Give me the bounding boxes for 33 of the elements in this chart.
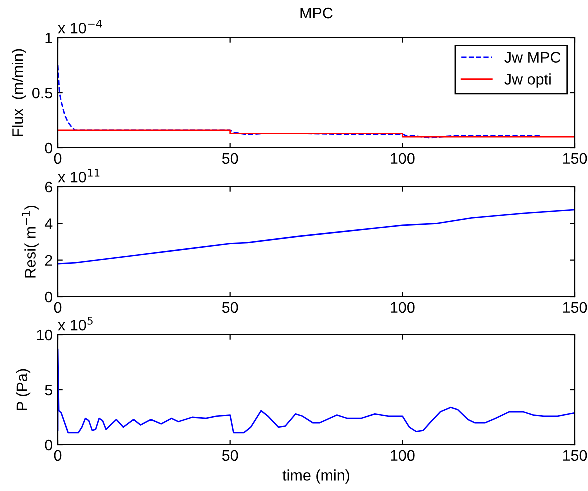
y-tick-label: 0	[45, 440, 53, 451]
y-tick-label: 4	[44, 218, 53, 230]
y-axis-title: P (Pa)	[16, 369, 31, 410]
text: x 10$^{−4}$	[58, 20, 102, 34]
y-tick-label: 5	[45, 385, 52, 396]
x-tick-label: 100	[391, 302, 415, 314]
x-tick-label: 0	[54, 153, 62, 164]
x-tick-label: 50	[222, 450, 238, 462]
x-tick-label: 100	[391, 450, 415, 462]
y-tick-label: 10	[37, 330, 53, 341]
x-tick-label: 150	[563, 450, 588, 462]
y-axis-title: Resi( m$^{−1}$)	[22, 206, 39, 278]
x-tick-label: 100	[391, 153, 415, 164]
y-tick-label: 0	[45, 142, 53, 154]
x-axis-title: time (min)	[282, 470, 350, 484]
y-tick-label: 0.5	[32, 88, 52, 99]
text: x 10$^{5}$	[58, 316, 93, 331]
legend-label: Jw opti	[504, 74, 551, 88]
legend-label: Jw MPC	[504, 52, 561, 63]
x-tick-label: 50	[222, 153, 238, 164]
y-tick-label: 6	[45, 182, 52, 193]
line-series	[58, 209, 575, 265]
x-tick-label: 150	[563, 302, 588, 314]
x-tick-label: 50	[222, 302, 238, 314]
y-tick-label: 2	[45, 255, 52, 266]
y-axis-title: Flux (m/min)	[12, 49, 26, 136]
text: x 10$^{11}$	[58, 168, 100, 183]
chart-title: MPC	[300, 8, 333, 19]
x-tick-label: 0	[54, 450, 62, 462]
x-tick-label: 0	[54, 302, 62, 314]
y-tick-label: 0	[45, 292, 53, 303]
x-tick-label: 150	[563, 153, 588, 164]
y-tick-label: 1	[46, 33, 52, 44]
